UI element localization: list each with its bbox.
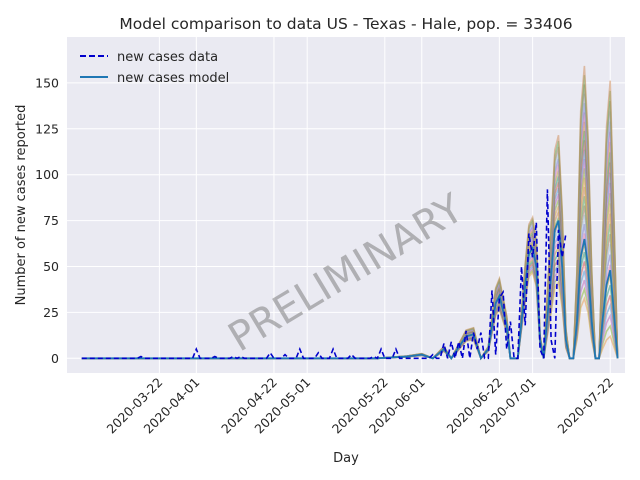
- y-tick-label: 50: [43, 259, 59, 274]
- grid: [67, 37, 625, 373]
- legend: new cases data new cases model: [80, 50, 229, 86]
- y-tick-label: 150: [35, 75, 59, 90]
- data-line: [81, 189, 567, 360]
- series-lines: [81, 189, 619, 361]
- plot-background: [67, 37, 625, 373]
- y-tick-label: 125: [35, 121, 59, 136]
- y-ticks: 0 25 50 75 100 125 150: [35, 75, 59, 365]
- y-axis-label: Number of new cases reported: [14, 105, 29, 306]
- chart-title: Model comparison to data US - Texas - Ha…: [119, 15, 572, 33]
- x-axis-label: Day: [333, 451, 359, 466]
- y-tick-label: 25: [43, 305, 59, 320]
- y-tick-label: 75: [43, 213, 59, 228]
- x-tick-label: 2020-07-22: [554, 375, 616, 437]
- legend-model-label: new cases model: [117, 71, 229, 86]
- y-tick-label: 0: [51, 351, 59, 366]
- legend-data-label: new cases data: [117, 50, 218, 65]
- y-tick-label: 100: [35, 167, 59, 182]
